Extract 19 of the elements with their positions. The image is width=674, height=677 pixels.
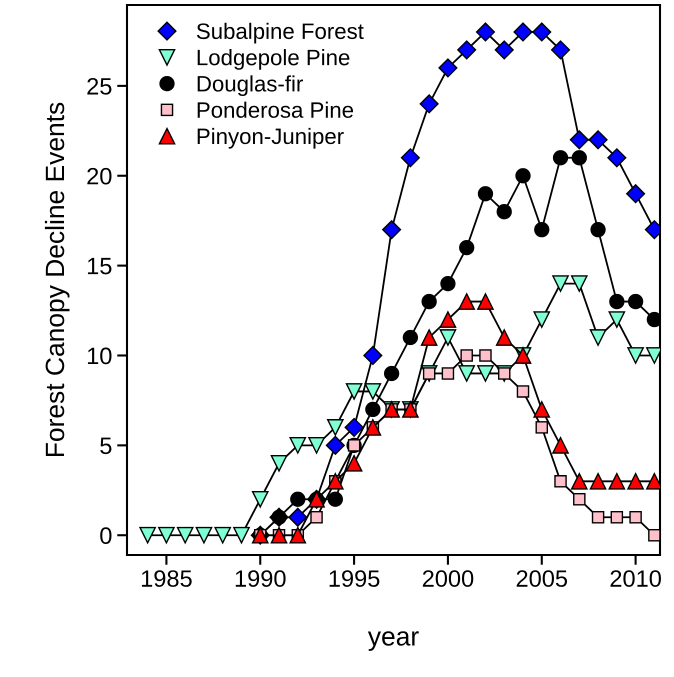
legend-label: Pinyon-Juniper bbox=[198, 128, 344, 149]
y-tick-label: 20 bbox=[87, 168, 112, 185]
y-tick-label: 10 bbox=[88, 348, 112, 364]
x-tick-label: 1990 bbox=[236, 570, 286, 587]
x-tick-label: 2005 bbox=[516, 570, 568, 587]
x-tick-label: 1985 bbox=[142, 570, 192, 587]
y-tick-label: 25 bbox=[87, 78, 112, 95]
legend-label: Ponderosa Pine bbox=[198, 102, 354, 118]
x-tick-label: 2010 bbox=[610, 570, 661, 587]
x-tick-label: 1995 bbox=[330, 570, 380, 587]
x-axis-title: year bbox=[368, 631, 419, 651]
y-tick-label: 5 bbox=[100, 438, 112, 454]
legend-label: Lodgepole Pine bbox=[198, 49, 350, 70]
x-tick-label: 2000 bbox=[422, 570, 474, 587]
y-axis-title: Forest Canopy Decline Events bbox=[44, 102, 70, 456]
y-tick-label: 15 bbox=[88, 258, 112, 274]
y-tick-label: 0 bbox=[100, 527, 112, 544]
legend-label: Douglas-fir bbox=[198, 75, 303, 96]
legend-label: Subalpine Forest bbox=[196, 22, 364, 44]
